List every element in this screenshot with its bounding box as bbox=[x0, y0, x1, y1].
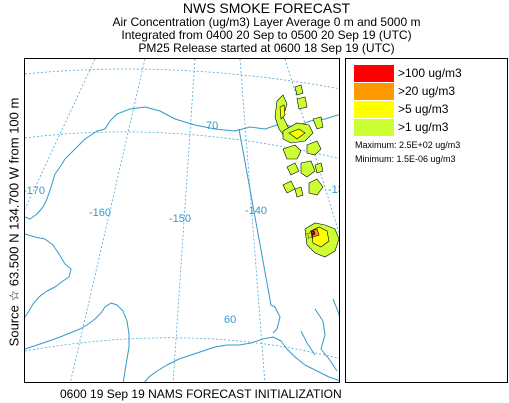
plume-lobe-9 bbox=[282, 180, 296, 194]
plume-lobe-11 bbox=[314, 162, 324, 174]
legend-minimum: Minimum: 1.5E-06 ug/m3 bbox=[355, 154, 456, 164]
plume-lobe-3 bbox=[296, 96, 308, 110]
grid-label-lat-70: 70 bbox=[206, 120, 218, 132]
source-location-label: Source ☆ 63.500 N 134.700 W from 100 m bbox=[6, 97, 22, 347]
legend-label-100: >100 ug/m3 bbox=[398, 66, 462, 80]
plume-lobe-1 bbox=[294, 84, 304, 96]
coastal-islands bbox=[300, 298, 339, 372]
plume-lobe-2-core bbox=[288, 128, 306, 140]
smoke-plume bbox=[274, 84, 339, 258]
map-panel: -170 -160 -150 -140 -130 70 60 bbox=[24, 58, 340, 383]
parallel-60 bbox=[25, 337, 339, 359]
legend-swatch-orange bbox=[354, 83, 394, 100]
legend-swatch-red bbox=[354, 65, 394, 82]
legend-panel: >100 ug/m3 >20 ug/m3 >5 ug/m3 >1 ug/m3 M… bbox=[345, 58, 508, 383]
source-star-icon: ☆ bbox=[305, 228, 316, 242]
meridian-170 bbox=[25, 59, 96, 210]
plume-lobe-8 bbox=[300, 160, 316, 178]
grid-label-lon-160: -160 bbox=[89, 207, 111, 219]
smoke-map: -170 -160 -150 -140 -130 70 60 bbox=[25, 59, 340, 382]
legend-label-20: >20 ug/m3 bbox=[398, 84, 456, 98]
legend-label-1: >1 ug/m3 bbox=[398, 120, 449, 134]
plume-lobe-5 bbox=[282, 144, 302, 160]
legend-swatch-yellow bbox=[354, 101, 394, 118]
plume-lobe-12 bbox=[294, 186, 304, 198]
plume-lobe-4 bbox=[312, 116, 324, 130]
forecast-title: NWS SMOKE FORECAST bbox=[182, 0, 351, 16]
grid-label-lat-60: 60 bbox=[224, 314, 236, 326]
plume-lobe-6 bbox=[306, 140, 322, 156]
alaska-coastline bbox=[25, 106, 339, 382]
meridian-160 bbox=[70, 59, 146, 382]
grid-label-lon-170: -170 bbox=[25, 185, 45, 197]
plume-source-max bbox=[310, 230, 316, 236]
alaska-canada-border bbox=[238, 128, 281, 334]
legend-maximum: Maximum: 2.5E+02 ug/m3 bbox=[355, 140, 461, 150]
plume-north-core bbox=[279, 104, 286, 120]
integration-period: Integrated from 0400 20 Sep to 0500 20 S… bbox=[121, 28, 412, 42]
grid-label-lon-140: -140 bbox=[245, 205, 267, 217]
grid-label-lon-150: -150 bbox=[169, 213, 191, 225]
grid-label-lon-130: -130 bbox=[328, 184, 340, 196]
meridian-130 bbox=[284, 59, 339, 234]
concentration-subtitle: Air Concentration (ug/m3) Layer Average … bbox=[112, 15, 421, 29]
forecast-initialization: 0600 19 Sep 19 NAMS FORECAST INITIALIZAT… bbox=[60, 387, 342, 401]
parallel-80 bbox=[25, 68, 339, 90]
meridian-140 bbox=[239, 59, 266, 382]
plume-lobe-7 bbox=[286, 162, 300, 176]
legend-swatch-green bbox=[354, 119, 394, 136]
plume-lobe-10 bbox=[308, 178, 324, 196]
release-info: PM25 Release started at 0600 18 Sep 19 (… bbox=[138, 41, 395, 55]
legend-label-5: >5 ug/m3 bbox=[398, 102, 449, 116]
